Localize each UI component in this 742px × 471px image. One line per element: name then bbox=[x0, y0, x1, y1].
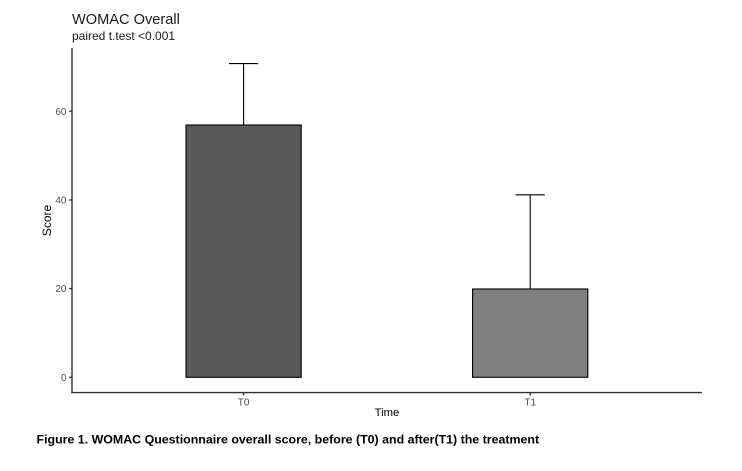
svg-text:paired t.test <0.001: paired t.test <0.001 bbox=[72, 29, 175, 43]
svg-text:T1: T1 bbox=[524, 397, 536, 408]
svg-text:WOMAC Overall: WOMAC Overall bbox=[72, 12, 180, 28]
svg-text:Time: Time bbox=[375, 407, 400, 419]
svg-text:0: 0 bbox=[61, 373, 67, 384]
svg-text:T0: T0 bbox=[238, 397, 250, 408]
svg-text:Score: Score bbox=[40, 205, 54, 237]
svg-text:60: 60 bbox=[55, 107, 67, 118]
svg-text:20: 20 bbox=[55, 284, 67, 295]
svg-text:40: 40 bbox=[55, 196, 67, 207]
svg-text:Figure 1. WOMAC Questionnaire: Figure 1. WOMAC Questionnaire overall sc… bbox=[37, 433, 540, 447]
